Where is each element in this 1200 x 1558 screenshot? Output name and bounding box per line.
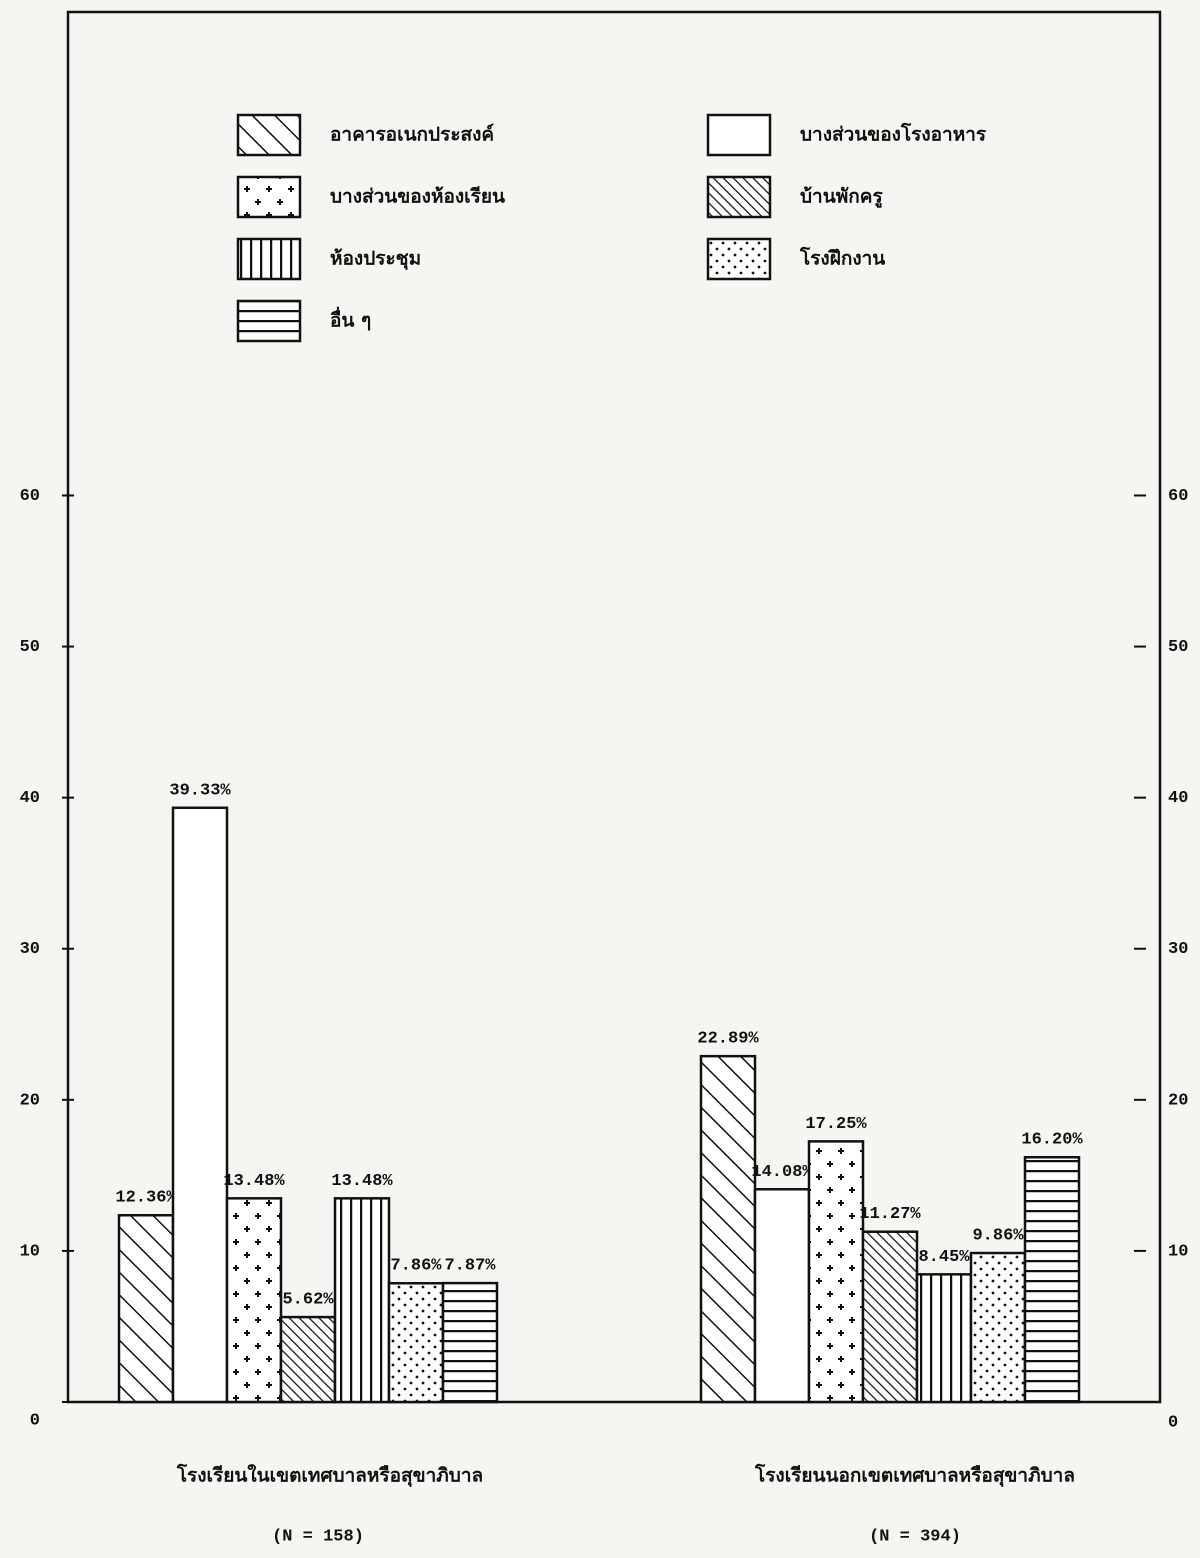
legend-swatch: [706, 237, 772, 281]
value-label: 8.45%: [918, 1248, 970, 1267]
value-label: 7.86%: [390, 1257, 442, 1276]
bar: [807, 1140, 865, 1404]
y2-tick-label: 60: [1168, 487, 1188, 506]
category-note: (N = 394): [869, 1527, 961, 1546]
value-label: 7.87%: [444, 1257, 496, 1276]
frame: [66, 10, 1162, 1404]
legend-label: ห้องประชุม: [330, 248, 421, 271]
value-label: 13.48%: [331, 1172, 393, 1191]
y2-tick-label: 50: [1168, 638, 1188, 657]
bar: [1023, 1155, 1081, 1404]
value-label: 16.20%: [1021, 1131, 1083, 1150]
bar: [225, 1197, 283, 1404]
bar: [441, 1281, 499, 1404]
bar: [117, 1214, 175, 1404]
value-label: 17.25%: [805, 1115, 867, 1134]
y-tick-label: 50: [20, 638, 40, 657]
bar: [753, 1188, 811, 1404]
legend-label: บ้านพักครู: [800, 186, 883, 209]
bar: [861, 1230, 919, 1404]
bar: [915, 1273, 973, 1404]
y-tick-label: 60: [20, 487, 40, 506]
legend-label: อาคารอเนกประสงค์: [330, 124, 494, 146]
bar: [333, 1197, 391, 1404]
y-tick-label: 30: [20, 940, 40, 959]
legend-swatch: [706, 113, 772, 157]
value-label: 14.08%: [751, 1163, 813, 1182]
value-label: 9.86%: [972, 1227, 1024, 1246]
y2-tick-label: 0: [1168, 1413, 1178, 1432]
value-label: 12.36%: [115, 1189, 177, 1208]
legend-swatch: [706, 175, 772, 219]
value-label: 13.48%: [223, 1172, 285, 1191]
legend-label: โรงฝึกงาน: [799, 247, 885, 270]
bar: [969, 1251, 1027, 1404]
bar: [699, 1054, 757, 1404]
y2-tick-label: 30: [1168, 940, 1188, 959]
value-label: 39.33%: [169, 781, 231, 800]
bar: [171, 806, 229, 1404]
legend-swatch: [236, 237, 302, 281]
y2-tick-label: 20: [1168, 1091, 1188, 1110]
legend-label: อื่น ๆ: [330, 307, 371, 332]
bar: [387, 1281, 445, 1404]
y-tick-label: 10: [20, 1242, 40, 1261]
value-label: 11.27%: [859, 1205, 921, 1224]
y2-tick-label: 10: [1168, 1242, 1188, 1261]
x-tick-label: โรงเรียนนอกเขตเทศบาลหรือสุขาภิบาล: [754, 1464, 1075, 1488]
value-label: 5.62%: [282, 1291, 334, 1310]
category-note: (N = 158): [272, 1527, 364, 1546]
legend-label: บางส่วนของโรงอาหาร: [800, 123, 987, 146]
y-tick-label: 20: [20, 1091, 40, 1110]
value-label: 22.89%: [697, 1030, 759, 1049]
y-tick-label: 40: [20, 789, 40, 808]
legend-label: บางส่วนของห้องเรียน: [330, 186, 505, 208]
legend-swatch: [236, 113, 302, 157]
legend-swatch: [236, 299, 302, 343]
x-tick-label: โรงเรียนในเขตเทศบาลหรือสุขาภิบาล: [176, 1464, 483, 1488]
y2-tick-label: 40: [1168, 789, 1188, 808]
y-tick-label: 0: [30, 1411, 40, 1430]
bar: [279, 1315, 337, 1404]
legend-swatch: [236, 175, 302, 219]
